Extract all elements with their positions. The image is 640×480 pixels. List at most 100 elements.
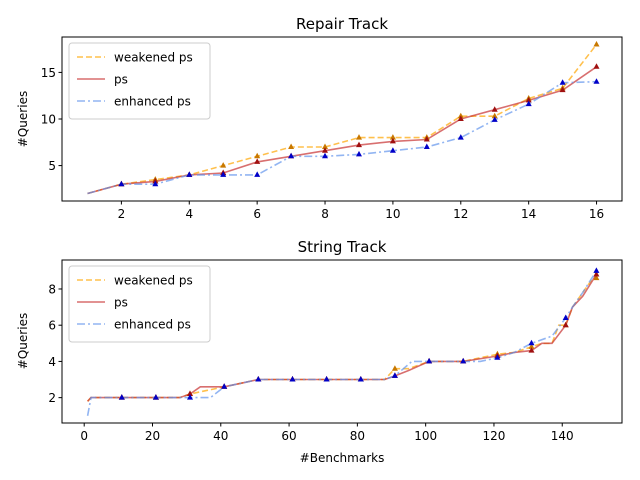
data-point-marker [391,365,398,371]
data-point-marker [593,63,600,69]
data-point-marker [254,171,261,177]
data-point-marker [559,79,566,85]
plot-frame [61,259,623,424]
legend-entry: weakened ps [114,51,193,65]
data-point-marker [221,383,228,389]
data-point-marker [288,143,295,149]
data-point-marker [220,171,227,177]
y-tick-label: 2 [48,391,56,405]
y-tick-label: 10 [41,113,56,127]
x-tick-label: 16 [589,207,604,221]
data-point-marker [562,321,569,328]
data-point-marker [491,116,498,122]
x-tick-label: 140 [551,429,574,443]
x-tick-label: 4 [185,207,193,221]
data-point-marker [457,134,464,140]
data-point-marker [220,162,227,168]
data-point-marker [389,134,396,140]
data-point-marker [254,152,261,159]
x-tick-label: 8 [321,207,329,221]
data-point-marker [525,100,532,107]
data-point-marker [525,96,532,103]
y-axis-label: #Queries [16,313,30,369]
y-tick-label: 8 [48,282,56,296]
chart-title: String Track [298,238,387,256]
x-tick-label: 60 [281,429,296,443]
data-point-marker [593,78,600,84]
y-tick-label: 6 [48,319,56,333]
data-point-marker [356,134,362,140]
data-point-marker [323,376,330,382]
data-point-marker [289,376,296,382]
legend: weakened ps ps enhanced ps [68,42,211,120]
data-point-marker [593,41,600,47]
legend-entry: ps [114,73,128,87]
data-point-marker [255,376,262,382]
data-point-marker [491,106,498,112]
x-axis-label: #Benchmarks [300,451,385,465]
data-point-marker [528,343,535,349]
x-tick-label: 14 [521,207,536,221]
x-tick-label: 10 [385,207,400,221]
legend-entry: enhanced ps [114,318,191,332]
legend: weakened ps ps enhanced ps [68,265,211,343]
data-point-marker [593,271,600,277]
legend-entry: weakened ps [114,274,193,288]
x-tick-label: 100 [414,429,437,443]
y-tick-label: 5 [48,159,56,173]
data-point-marker [491,112,498,119]
series-line [87,80,597,195]
repair-track-chart: Repair Track #Queries 2 4 6 8 10 12 14 16 5 10 15 w… [16,15,623,221]
string-track-chart: String Track #Queries #Benchmarks 0 20 40 6… [16,238,623,465]
chart-title: Repair Track [296,15,388,33]
data-point-marker [152,394,159,400]
x-tick-label: 20 [145,429,160,443]
data-point-marker [559,86,566,93]
data-point-marker [426,357,433,364]
data-point-marker [118,394,125,400]
legend-entry: ps [114,296,128,310]
data-point-marker [322,143,328,149]
data-point-marker [457,115,464,121]
x-tick-label: 2 [118,207,126,221]
x-tick-label: 0 [80,429,88,443]
series-line [86,270,598,416]
data-point-marker [254,158,261,164]
x-tick-label: 40 [213,429,228,443]
plot-area: 0 20 40 60 80 100 120 140 2 4 6 8 weakened ps ps enhan… [48,259,623,443]
y-tick-label: 4 [48,355,56,369]
legend-entry: enhanced ps [114,95,191,109]
data-point-marker [593,274,600,281]
data-point-marker [152,177,159,184]
legend-box [68,265,211,343]
data-point-marker [528,347,535,353]
data-point-marker [322,152,328,159]
series-line [87,66,597,195]
data-point-marker [356,141,362,148]
data-point-marker [423,136,430,142]
x-tick-label: 80 [350,429,365,443]
data-point-marker [460,357,467,364]
data-point-marker [389,137,396,144]
data-point-marker [187,394,193,400]
data-point-marker [288,152,295,159]
data-point-marker [423,143,430,149]
data-point-marker [186,171,193,177]
x-tick-label: 6 [253,207,261,221]
x-tick-label: 12 [453,207,468,221]
plot-area: 2 4 6 8 10 12 14 16 5 10 15 weakened ps ps enhanced p… [41,36,623,221]
data-point-marker [356,150,362,157]
data-point-marker [528,339,535,346]
legend-box [68,42,211,120]
data-point-marker [118,180,125,187]
data-point-marker [187,390,193,396]
x-tick-label: 120 [482,429,505,443]
data-point-marker [389,147,396,153]
data-point-marker [562,314,569,320]
data-point-marker [357,376,364,382]
y-axis-label: #Queries [16,91,30,147]
y-tick-label: 15 [41,66,56,80]
data-point-marker [593,267,600,273]
data-point-marker [391,372,398,378]
